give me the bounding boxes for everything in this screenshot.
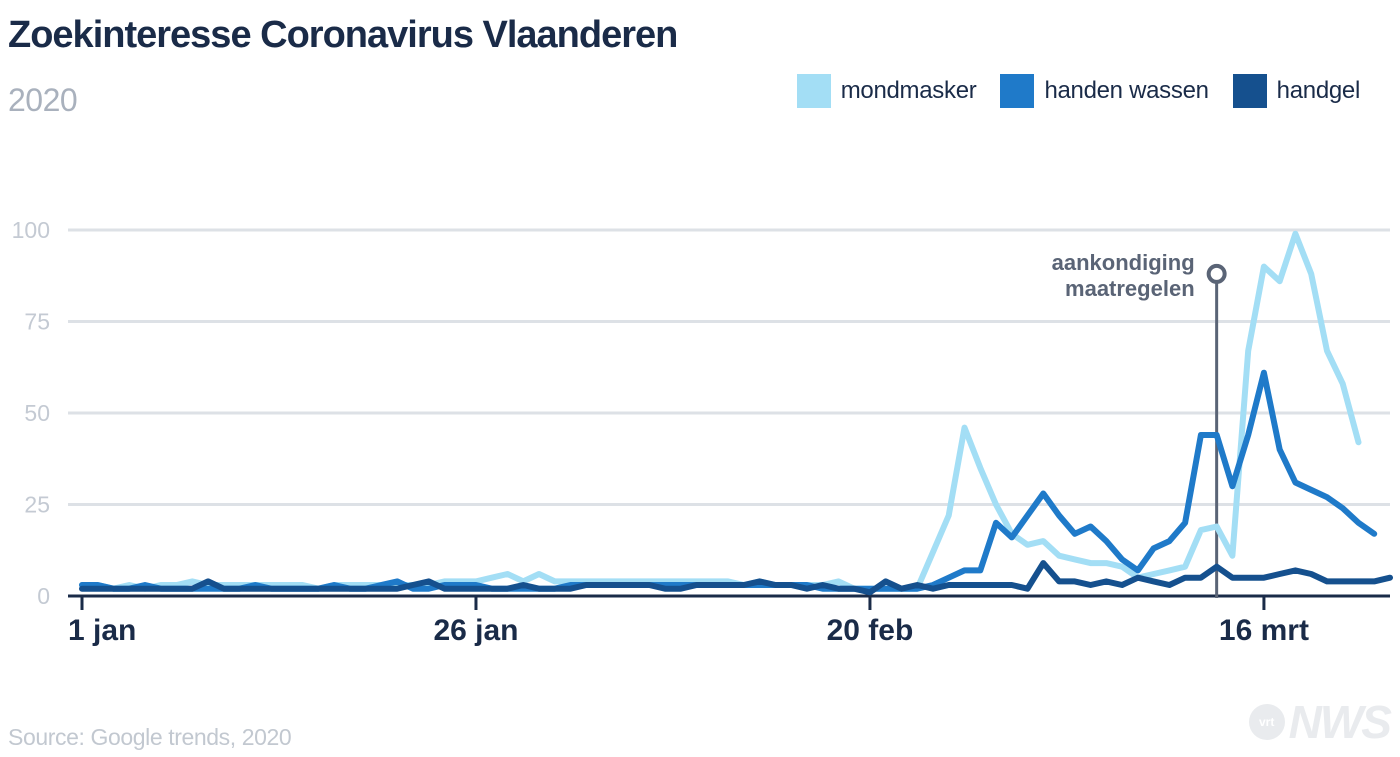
vrt-nws-logo: vrt NWS: [1248, 695, 1392, 749]
y-tick-label-25: 25: [24, 492, 50, 518]
series-line-handgel: [79, 560, 1393, 596]
series-line-mondmasker: [79, 230, 1362, 592]
y-tick-label-0: 0: [37, 583, 50, 609]
series-line-handen-wassen: [79, 369, 1378, 592]
legend: mondmasker handen wassen handgel: [773, 74, 1360, 108]
legend-swatch-handgel: [1232, 74, 1267, 108]
x-tick-label-26-jan: 26 jan: [433, 614, 518, 647]
legend-label-handen-wassen: handen wassen: [1044, 77, 1209, 104]
y-tick-label-100: 100: [12, 217, 50, 243]
legend-swatch-handen-wassen: [1000, 74, 1035, 108]
annotation-label-line-1: aankondiging: [1052, 250, 1195, 275]
chart-subtitle: 2020: [8, 82, 78, 118]
legend-swatch-mondmasker: [796, 74, 831, 108]
annotation-label-line-2: maatregelen: [1065, 276, 1195, 301]
x-tick-label-20-feb: 20 feb: [827, 614, 914, 647]
legend-item-handgel: handgel: [1232, 74, 1361, 108]
y-tick-label-75: 75: [24, 309, 50, 335]
legend-item-mondmasker: mondmasker: [796, 74, 977, 108]
x-tick-label-16-mrt: 16 mrt: [1219, 614, 1309, 647]
annotation-marker: [1206, 263, 1227, 284]
chart-title: Zoekinteresse Coronavirus Vlaanderen: [8, 14, 678, 56]
y-tick-label-50: 50: [24, 400, 50, 426]
x-tick-label-1-jan: 1 jan: [68, 614, 136, 647]
legend-item-handen-wassen: handen wassen: [1000, 74, 1209, 108]
legend-label-handgel: handgel: [1276, 77, 1361, 104]
nws-logo-text: NWS: [1288, 696, 1392, 748]
legend-label-mondmasker: mondmasker: [840, 77, 977, 104]
vrt-logo-badge: vrt: [1248, 704, 1285, 740]
source-note: Source: Google trends, 2020: [8, 724, 292, 750]
